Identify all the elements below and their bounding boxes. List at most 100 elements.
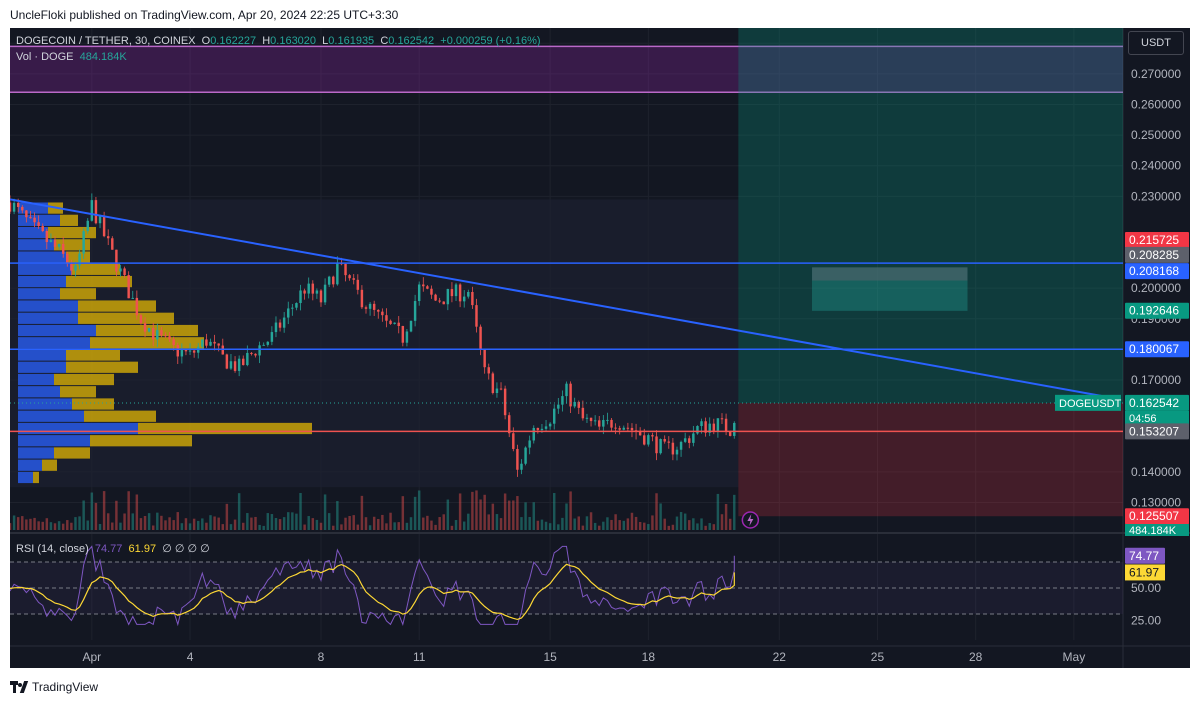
candle[interactable] — [724, 418, 728, 432]
candle[interactable] — [151, 328, 155, 340]
candle[interactable] — [458, 284, 462, 302]
candle[interactable] — [630, 427, 634, 431]
rsi-label[interactable]: RSI (14, close) — [16, 543, 89, 555]
candle[interactable] — [712, 423, 716, 431]
candle[interactable] — [544, 426, 548, 429]
candle[interactable] — [250, 352, 253, 354]
candle[interactable] — [405, 331, 409, 343]
candle[interactable] — [106, 236, 110, 239]
candle[interactable] — [221, 345, 225, 355]
candle[interactable] — [254, 353, 257, 356]
candle[interactable] — [368, 303, 372, 309]
candle[interactable] — [143, 323, 147, 332]
candle[interactable] — [29, 217, 32, 219]
candle[interactable] — [66, 253, 69, 264]
candle[interactable] — [45, 230, 49, 243]
candle[interactable] — [70, 263, 73, 271]
candle[interactable] — [98, 216, 102, 224]
candle[interactable] — [135, 297, 139, 316]
candle[interactable] — [679, 441, 683, 450]
candle[interactable] — [139, 315, 143, 324]
candle[interactable] — [512, 433, 515, 449]
candle[interactable] — [10, 202, 12, 212]
candle[interactable] — [242, 358, 245, 366]
candle[interactable] — [74, 265, 77, 271]
candle[interactable] — [728, 431, 732, 436]
candle[interactable] — [168, 336, 171, 340]
candle[interactable] — [643, 435, 646, 445]
candle[interactable] — [21, 206, 24, 211]
candle[interactable] — [176, 345, 179, 357]
candle[interactable] — [688, 438, 691, 443]
candle[interactable] — [397, 322, 400, 327]
candle[interactable] — [446, 289, 450, 305]
candle[interactable] — [246, 352, 249, 366]
candle[interactable] — [164, 335, 167, 337]
candle[interactable] — [618, 428, 621, 430]
candle[interactable] — [262, 344, 265, 346]
candle[interactable] — [291, 307, 294, 309]
candle[interactable] — [94, 200, 98, 224]
candle[interactable] — [287, 308, 290, 318]
candle[interactable] — [585, 417, 589, 419]
candle[interactable] — [332, 276, 335, 285]
candle[interactable] — [25, 210, 28, 218]
candle[interactable] — [716, 418, 720, 431]
candle[interactable] — [364, 307, 368, 309]
candle[interactable] — [299, 290, 302, 304]
chart-frame[interactable]: 0.2800000.2700000.2600000.2500000.240000… — [10, 28, 1190, 668]
candle[interactable] — [115, 249, 118, 272]
candle[interactable] — [266, 341, 270, 345]
candle[interactable] — [184, 350, 188, 352]
candle[interactable] — [667, 441, 671, 443]
candle[interactable] — [475, 305, 478, 327]
candle[interactable] — [274, 322, 278, 333]
candle[interactable] — [90, 200, 94, 221]
rsi-ma-line[interactable] — [10, 563, 735, 621]
candle[interactable] — [307, 283, 310, 294]
candle[interactable] — [536, 427, 540, 430]
candle[interactable] — [426, 286, 429, 289]
rsi-line[interactable] — [10, 545, 735, 627]
candle[interactable] — [303, 290, 306, 294]
candle[interactable] — [720, 418, 724, 420]
candle[interactable] — [540, 428, 544, 430]
candle[interactable] — [37, 222, 40, 227]
currency-button[interactable]: USDT — [1128, 31, 1184, 55]
candle[interactable] — [360, 289, 364, 308]
candle[interactable] — [172, 339, 175, 346]
candle[interactable] — [156, 330, 159, 340]
candle[interactable] — [49, 240, 53, 243]
candle[interactable] — [12, 202, 16, 212]
candle[interactable] — [598, 420, 601, 427]
candle[interactable] — [409, 320, 413, 332]
descending-trendline[interactable] — [10, 198, 1107, 398]
candle[interactable] — [626, 427, 630, 429]
candle[interactable] — [655, 436, 658, 454]
candle[interactable] — [430, 288, 433, 295]
candle[interactable] — [33, 217, 36, 223]
candle[interactable] — [192, 350, 196, 353]
candle[interactable] — [434, 294, 437, 301]
candle[interactable] — [569, 383, 572, 407]
candle[interactable] — [344, 263, 347, 276]
candle[interactable] — [733, 422, 736, 436]
candle[interactable] — [422, 284, 425, 287]
candle[interactable] — [565, 383, 568, 397]
candle[interactable] — [524, 447, 527, 464]
profit-zone[interactable] — [738, 28, 1123, 403]
candle[interactable] — [704, 421, 707, 433]
candle[interactable] — [471, 291, 474, 306]
candle[interactable] — [647, 435, 650, 445]
candle[interactable] — [356, 279, 360, 290]
candle[interactable] — [692, 433, 695, 443]
candle[interactable] — [295, 303, 298, 308]
candle[interactable] — [16, 202, 20, 207]
candle[interactable] — [638, 431, 642, 436]
candle[interactable] — [385, 315, 388, 321]
candle[interactable] — [663, 439, 666, 442]
candle[interactable] — [160, 330, 163, 336]
candle[interactable] — [520, 463, 523, 470]
candle[interactable] — [507, 415, 511, 434]
candle[interactable] — [573, 401, 576, 407]
